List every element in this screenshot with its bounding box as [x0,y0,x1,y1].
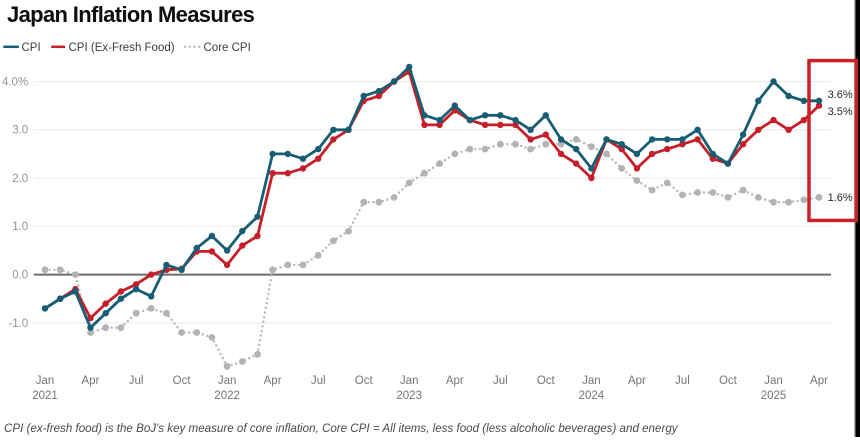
svg-text:2.0: 2.0 [12,173,28,185]
svg-text:CPI (Ex-Fresh Food): CPI (Ex-Fresh Food) [69,42,175,54]
svg-text:Jan: Jan [218,375,237,387]
svg-text:Jul: Jul [311,375,326,387]
svg-text:4.0%: 4.0% [2,76,28,88]
svg-text:Oct: Oct [719,375,738,387]
svg-text:Oct: Oct [355,375,374,387]
svg-text:Core CPI: Core CPI [204,42,251,54]
svg-text:CPI (ex-fresh food) is the BoJ: CPI (ex-fresh food) is the BoJ's key mea… [4,422,679,435]
svg-text:3.5%: 3.5% [828,106,853,118]
svg-text:Oct: Oct [537,375,556,387]
svg-text:Japan Inflation Measures: Japan Inflation Measures [7,2,255,27]
svg-text:2024: 2024 [579,390,605,402]
svg-text:CPI: CPI [22,42,41,54]
svg-text:1.6%: 1.6% [828,192,853,204]
svg-text:Jan: Jan [400,375,419,387]
svg-text:0.0: 0.0 [12,270,28,282]
svg-text:Apr: Apr [264,375,282,387]
svg-text:Oct: Oct [173,375,192,387]
svg-text:2025: 2025 [761,390,787,402]
svg-text:Jan: Jan [36,375,55,387]
svg-text:3.6%: 3.6% [828,89,853,101]
svg-text:Apr: Apr [810,375,828,387]
svg-text:Apr: Apr [628,375,646,387]
svg-text:Jan: Jan [764,375,783,387]
svg-text:Jul: Jul [129,375,144,387]
svg-text:Apr: Apr [446,375,464,387]
svg-text:2022: 2022 [214,390,240,402]
svg-text:2021: 2021 [32,390,58,402]
svg-text:Jul: Jul [675,375,690,387]
svg-text:Apr: Apr [82,375,100,387]
svg-text:-1.0: -1.0 [8,318,28,330]
svg-text:Jul: Jul [493,375,508,387]
svg-text:Jan: Jan [582,375,601,387]
svg-text:1.0: 1.0 [12,221,28,233]
svg-text:3.0: 3.0 [12,125,28,137]
svg-text:2023: 2023 [396,390,422,402]
